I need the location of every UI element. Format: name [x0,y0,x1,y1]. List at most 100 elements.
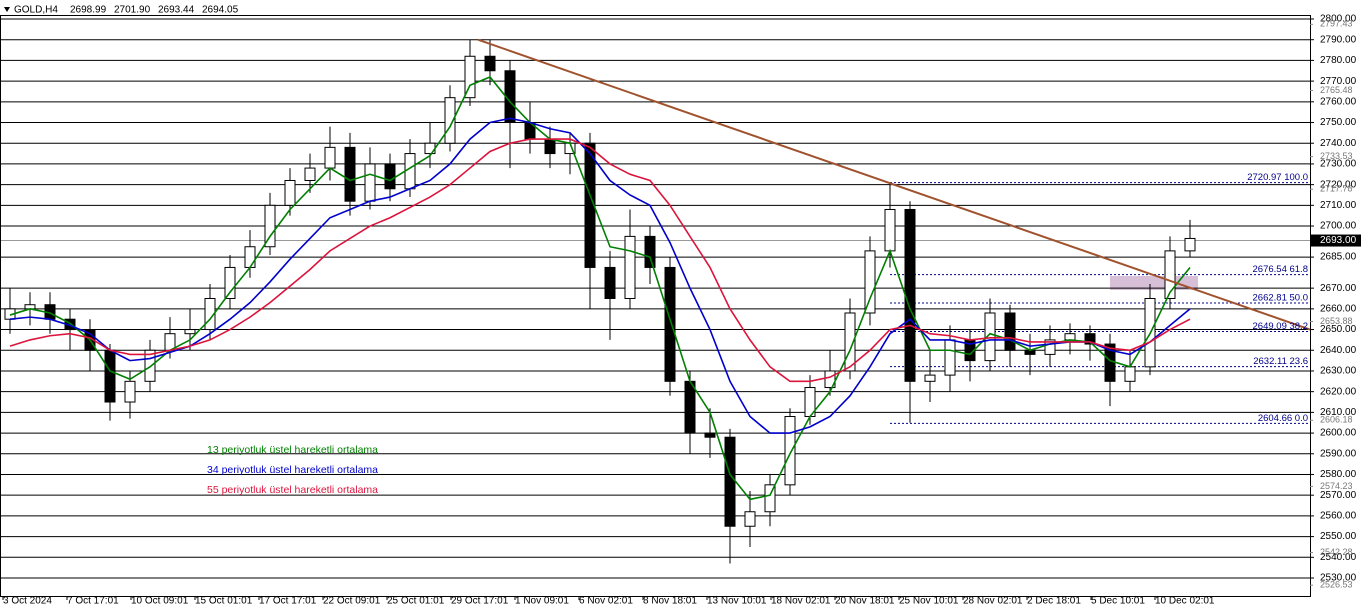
fib-label: 2649.09 38.2 [1253,321,1308,332]
candle-body [1184,237,1196,252]
header-value: 2693.44 [158,5,195,16]
candle-body [724,436,736,527]
candle-body [184,329,196,335]
candle-body [444,97,456,144]
candle-body [784,416,796,486]
y-tick-label: 2800.00 [1320,14,1357,25]
x-tick-label: 17 Oct 17:01 [259,596,317,607]
price-mark-label: 2542.28 [1320,547,1353,557]
menu-arrow[interactable] [4,7,10,12]
header-value: 2698.99 [70,5,107,16]
candle-body [984,312,996,362]
y-tick-label: 2750.00 [1320,117,1357,128]
candle-body [704,432,716,438]
price-mark-label: 2797.43 [1320,19,1353,29]
header-value: 2701.90 [114,5,151,16]
candle-body [224,266,236,300]
y-tick-label: 2620.00 [1320,386,1357,397]
x-tick-label: 1 Nov 09:01 [515,596,569,607]
candle-body [664,266,676,382]
candle-body [544,138,556,155]
candle-body [124,380,136,403]
candle-body [464,55,476,99]
y-tick-label: 2730.00 [1320,159,1357,170]
x-tick-label: 13 Nov 10:01 [707,596,767,607]
current-price-label: 2693.00 [1320,235,1357,246]
current-price-box [1311,234,1361,247]
fib-zone [1110,276,1198,290]
trendline [477,38,1311,331]
candle-body [424,142,436,155]
candle-body [824,370,836,389]
candle-body [1044,339,1056,355]
moving-average [9,76,1191,501]
y-tick-label: 2540.00 [1320,552,1357,563]
y-tick-label: 2650.00 [1320,324,1357,335]
x-tick-label: 3 Oct 2024 [3,596,52,607]
y-tick-label: 2550.00 [1320,531,1357,542]
fib-label: 2720.97 100.0 [1247,172,1308,183]
y-tick-label: 2630.00 [1320,366,1357,377]
x-tick-label: 7 Oct 17:01 [67,596,119,607]
candle-body [744,511,756,527]
y-tick-label: 2720.00 [1320,179,1357,190]
candle-body [924,374,936,382]
chart-title: GOLD,H4 [14,5,58,16]
y-tick-label: 2770.00 [1320,76,1357,87]
y-tick-label: 2740.00 [1320,138,1357,149]
x-tick-label: 28 Nov 02:01 [963,596,1023,607]
y-tick-label: 2685.00 [1320,252,1357,263]
candle-body [624,235,636,299]
candle-body [864,250,876,314]
candle-body [304,167,316,181]
moving-average [9,138,1191,383]
candle-body [324,146,336,169]
x-tick-label: 15 Oct 01:01 [195,596,253,607]
x-tick-label: 8 Nov 18:01 [643,596,697,607]
y-tick-label: 2660.00 [1320,303,1357,314]
candle-body [264,204,276,248]
candle-body [1164,250,1176,300]
price-mark-label: 2765.48 [1320,85,1353,95]
x-tick-label: 25 Oct 01:01 [387,596,445,607]
legend-entry: 34 periyotluk üstel hareketli ortalama [207,464,378,476]
candle-body [764,484,776,513]
y-tick-label: 2710.00 [1320,200,1357,211]
fib-label: 2662.81 50.0 [1253,293,1308,304]
fib-label: 2632.11 23.6 [1253,356,1308,367]
x-tick-label: 6 Nov 02:01 [579,596,633,607]
moving-average [9,117,1191,434]
price-mark-label: 2717.78 [1320,184,1353,194]
candle-body [904,208,916,382]
x-tick-label: 18 Nov 02:01 [771,596,831,607]
candle-body [584,142,596,268]
legend-entry: 13 periyotluk üstel hareketli ortalama [207,444,378,456]
candle-body [364,163,376,202]
x-tick-label: 20 Nov 18:01 [835,596,895,607]
y-tick-label: 2560.00 [1320,511,1357,522]
candle-body [884,208,896,252]
candle-body [204,298,216,331]
x-tick-label: 22 Oct 09:01 [323,596,381,607]
candle-body [344,146,356,202]
candle-body [484,55,496,72]
x-tick-label: 2 Dec 18:01 [1027,596,1081,607]
legend-entry: 55 periyotluk üstel hareketli ortalama [207,484,378,496]
candle-body [244,246,256,268]
y-tick-label: 2600.00 [1320,428,1357,439]
x-tick-label: 25 Nov 10:01 [899,596,959,607]
candle-body [644,235,656,268]
y-tick-label: 2760.00 [1320,96,1357,107]
candle-body [684,380,696,434]
candle-body [284,179,296,206]
y-tick-label: 2610.00 [1320,407,1357,418]
candle-body [384,163,396,190]
candle-body [604,266,616,300]
x-tick-label: 5 Dec 10:01 [1091,596,1145,607]
candle-body [1124,366,1136,382]
fib-label: 2604.66 0.0 [1258,413,1308,424]
x-tick-label: 10 Dec 02:01 [1155,596,1215,607]
price-mark-label: 2526.53 [1320,580,1353,590]
